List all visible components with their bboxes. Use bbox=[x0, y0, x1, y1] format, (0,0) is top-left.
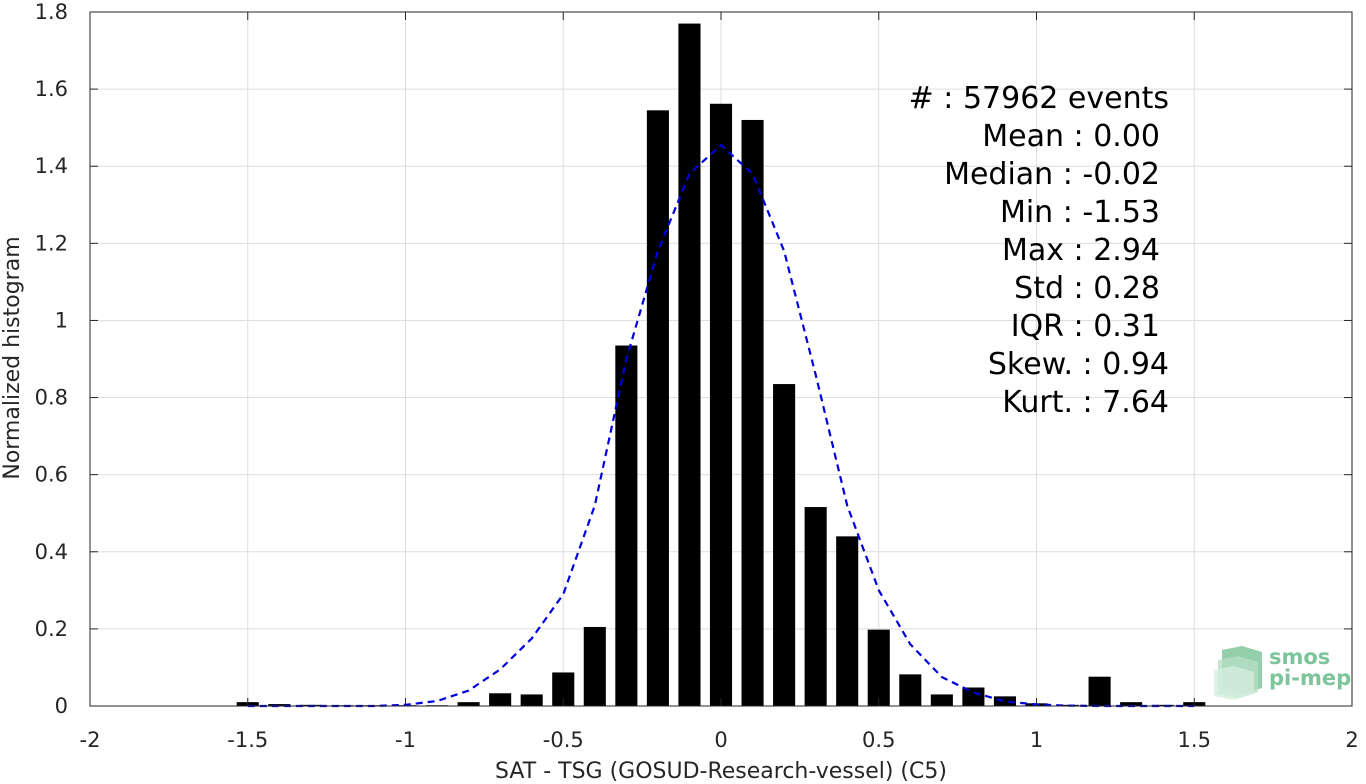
histogram-bar bbox=[489, 693, 512, 706]
x-tick-label: -0.5 bbox=[543, 728, 584, 752]
histogram-bar bbox=[1120, 702, 1143, 706]
histogram-bar bbox=[552, 672, 575, 706]
x-tick-label: 0 bbox=[714, 728, 727, 752]
bar-series bbox=[236, 23, 1206, 707]
histogram-bar bbox=[867, 629, 890, 706]
x-tick-label: -2 bbox=[80, 728, 101, 752]
logo-mark-icon bbox=[1214, 646, 1262, 700]
histogram-bar bbox=[457, 702, 480, 706]
y-tick-label: 1.8 bbox=[35, 0, 68, 24]
histogram-bar bbox=[804, 507, 827, 706]
stat-line: Median : -0.02 bbox=[944, 157, 1160, 192]
axes-frame bbox=[89, 11, 1353, 707]
x-tick-label: -1 bbox=[395, 728, 416, 752]
stat-line: Kurt. : 7.64 bbox=[1002, 385, 1169, 420]
y-tick-label: 0.4 bbox=[35, 540, 68, 564]
histogram-bar bbox=[773, 384, 796, 706]
histogram-bar bbox=[836, 536, 859, 706]
y-tick-label: 1 bbox=[55, 308, 68, 332]
logo-text-smos: smos bbox=[1269, 645, 1330, 669]
y-tick-label: 1.4 bbox=[35, 154, 68, 178]
x-axis-label: SAT - TSG (GOSUD-Research-vessel) (C5) bbox=[495, 759, 947, 784]
y-tick-labels: 0 0.2 0.4 0.6 0.8 1 1.2 1.4 1.6 1.8 bbox=[35, 0, 68, 718]
stat-line: Max : 2.94 bbox=[1002, 233, 1160, 268]
histogram-bar bbox=[1151, 704, 1174, 706]
logo-text-pi-mep: pi-mep bbox=[1269, 666, 1351, 690]
histogram-bar bbox=[993, 696, 1016, 706]
histogram-bar bbox=[268, 704, 291, 706]
y-axis-label: Normalized histogram bbox=[0, 236, 25, 479]
histogram-bar bbox=[930, 694, 953, 706]
x-tick-label: 1.5 bbox=[1178, 728, 1211, 752]
stat-line: Min : -1.53 bbox=[1000, 195, 1160, 230]
histogram-bar bbox=[741, 119, 764, 706]
histogram-bar bbox=[583, 626, 606, 706]
x-tick-label: 1 bbox=[1030, 728, 1043, 752]
y-tick-label: 0 bbox=[55, 694, 68, 718]
histogram-bar bbox=[678, 23, 701, 707]
histogram-bar bbox=[1057, 704, 1080, 706]
x-tick-labels: -2 -1.5 -1 -0.5 0 0.5 1 1.5 2 bbox=[80, 728, 1359, 752]
x-tick-label: -1.5 bbox=[227, 728, 268, 752]
histogram-bar bbox=[1088, 676, 1111, 706]
x-tick-label: 2 bbox=[1345, 728, 1358, 752]
y-tick-label: 1.6 bbox=[35, 77, 68, 101]
histogram-bar bbox=[615, 345, 638, 706]
stat-line: # : 57962 events bbox=[909, 81, 1169, 116]
stat-line: Std : 0.28 bbox=[1014, 271, 1160, 306]
stat-line: IQR : 0.31 bbox=[1011, 309, 1160, 344]
y-tick-label: 1.2 bbox=[35, 231, 68, 255]
histogram-bar bbox=[709, 103, 733, 707]
stat-line: Mean : 0.00 bbox=[982, 119, 1160, 154]
smos-pi-mep-logo: smos pi-mep bbox=[1214, 645, 1351, 700]
x-tick-label: 0.5 bbox=[862, 728, 895, 752]
y-tick-label: 0.8 bbox=[35, 386, 68, 410]
histogram-bar bbox=[962, 687, 985, 706]
y-tick-label: 0.2 bbox=[35, 617, 68, 641]
histogram-bar bbox=[899, 674, 922, 706]
stat-line: Skew. : 0.94 bbox=[988, 347, 1169, 382]
histogram-bar bbox=[646, 110, 669, 707]
y-tick-label: 0.6 bbox=[35, 463, 68, 487]
histogram-bar bbox=[520, 694, 543, 706]
